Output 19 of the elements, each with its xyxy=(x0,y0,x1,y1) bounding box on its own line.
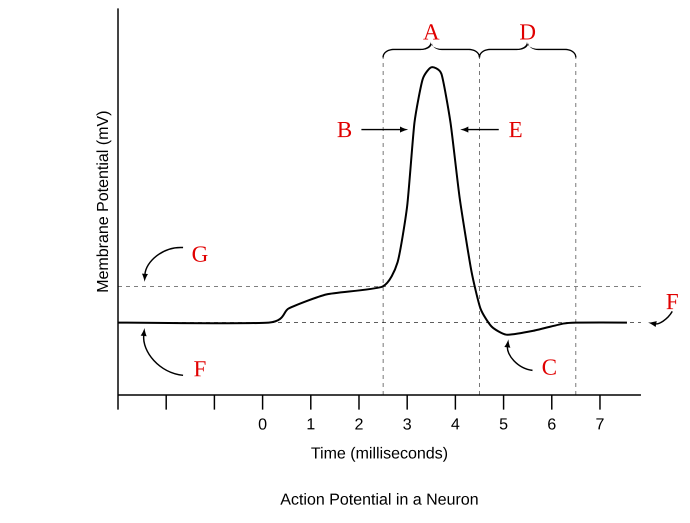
annotation: B xyxy=(338,122,352,138)
annotation: E xyxy=(509,122,522,138)
x-axis-title: Time (milliseconds) xyxy=(311,446,448,462)
text: D xyxy=(520,24,536,40)
x-tick-label: 4 xyxy=(451,418,460,430)
annotation: F xyxy=(194,361,206,376)
annotation: C xyxy=(542,359,556,375)
x-tick-label: 5 xyxy=(500,418,508,430)
x-tick-label: 2 xyxy=(355,418,363,430)
x-tick-label: 0 xyxy=(258,418,266,430)
x-tick-label: 7 xyxy=(596,418,604,430)
text: F xyxy=(666,294,678,310)
x-tick-label: 6 xyxy=(548,418,556,430)
x-tick-label: 3 xyxy=(403,418,411,430)
text: A xyxy=(423,24,440,40)
x-tick-label: 1 xyxy=(308,418,314,430)
text: Action Potential in a Neuron xyxy=(280,493,478,505)
annotation: G xyxy=(192,246,208,262)
y-axis-title: Membrane Potential (mV) xyxy=(96,112,112,292)
